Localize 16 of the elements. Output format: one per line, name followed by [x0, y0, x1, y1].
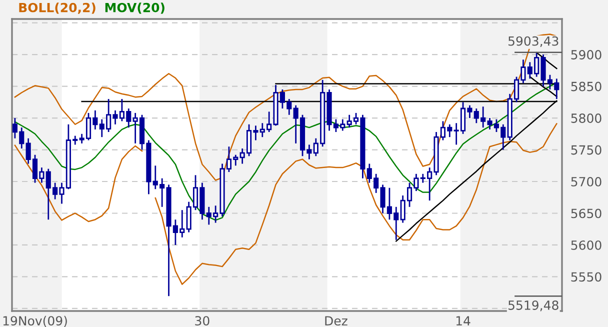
- x-tick-label: 14: [456, 316, 470, 326]
- y-tick-label: 5650: [571, 208, 602, 218]
- y-tick-label: 5550: [571, 272, 602, 282]
- text: MOV(20): [105, 2, 164, 14]
- x-tick-label: 30: [195, 316, 210, 326]
- text: BOLL(20,2): [19, 2, 96, 14]
- annotation: 5903,43: [508, 36, 558, 48]
- y-tick-label: 5800: [571, 114, 602, 123]
- x-tick-label: Dez: [325, 316, 348, 326]
- x-tick-label: 19Nov(09): [3, 316, 67, 327]
- annotation: 5519,48: [508, 300, 558, 312]
- y-tick-label: 5850: [571, 82, 602, 92]
- y-tick-label: 5600: [571, 240, 602, 250]
- y-tick-label: 5700: [571, 176, 602, 186]
- y-tick-label: 5750: [571, 145, 602, 155]
- y-tick-label: 5900: [571, 50, 602, 60]
